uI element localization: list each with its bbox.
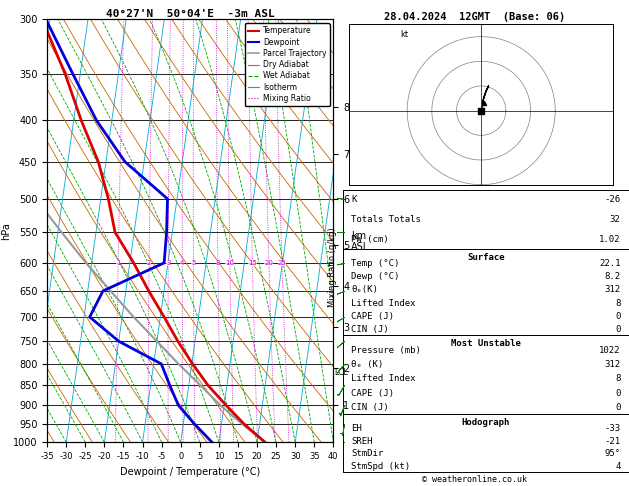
Text: 312: 312 xyxy=(604,360,620,369)
Text: StmSpd (kt): StmSpd (kt) xyxy=(352,462,411,471)
Text: 4: 4 xyxy=(180,260,184,266)
Text: 4: 4 xyxy=(615,462,620,471)
Text: CIN (J): CIN (J) xyxy=(352,403,389,412)
Text: CIN (J): CIN (J) xyxy=(352,325,389,334)
Title: 40°27'N  50°04'E  -3m ASL: 40°27'N 50°04'E -3m ASL xyxy=(106,9,275,18)
Text: 22.1: 22.1 xyxy=(599,259,620,268)
Text: 8: 8 xyxy=(615,374,620,383)
Text: θₑ(K): θₑ(K) xyxy=(352,285,378,295)
Text: CAPE (J): CAPE (J) xyxy=(352,389,394,398)
Text: 10: 10 xyxy=(225,260,235,266)
Text: 0: 0 xyxy=(615,389,620,398)
Text: θₑ (K): θₑ (K) xyxy=(352,360,384,369)
Text: 3: 3 xyxy=(166,260,170,266)
Text: Temp (°C): Temp (°C) xyxy=(352,259,400,268)
Text: 2: 2 xyxy=(147,260,151,266)
Text: 25: 25 xyxy=(277,260,286,266)
Text: 1022: 1022 xyxy=(599,346,620,355)
Text: 95°: 95° xyxy=(604,450,620,458)
Text: -26: -26 xyxy=(604,195,620,204)
Text: 32: 32 xyxy=(610,215,620,224)
Text: LCL: LCL xyxy=(335,368,348,377)
Text: 15: 15 xyxy=(248,260,257,266)
Text: Lifted Index: Lifted Index xyxy=(352,374,416,383)
Text: 20: 20 xyxy=(264,260,274,266)
X-axis label: Dewpoint / Temperature (°C): Dewpoint / Temperature (°C) xyxy=(120,467,260,477)
Text: 5: 5 xyxy=(191,260,196,266)
Text: Totals Totals: Totals Totals xyxy=(352,215,421,224)
Text: kt: kt xyxy=(400,30,408,38)
Text: K: K xyxy=(352,195,357,204)
Text: Mixing Ratio (g/kg): Mixing Ratio (g/kg) xyxy=(328,227,337,307)
Text: 0: 0 xyxy=(615,312,620,321)
Legend: Temperature, Dewpoint, Parcel Trajectory, Dry Adiabat, Wet Adiabat, Isotherm, Mi: Temperature, Dewpoint, Parcel Trajectory… xyxy=(245,23,330,106)
Text: Dewp (°C): Dewp (°C) xyxy=(352,272,400,281)
Text: -21: -21 xyxy=(604,436,620,446)
Text: Lifted Index: Lifted Index xyxy=(352,298,416,308)
Text: PW (cm): PW (cm) xyxy=(352,235,389,244)
Text: 8.2: 8.2 xyxy=(604,272,620,281)
Text: Most Unstable: Most Unstable xyxy=(451,339,521,348)
Text: 312: 312 xyxy=(604,285,620,295)
Text: Surface: Surface xyxy=(467,253,504,262)
Text: -33: -33 xyxy=(604,424,620,433)
Text: 8: 8 xyxy=(216,260,220,266)
Text: 8: 8 xyxy=(615,298,620,308)
Text: StmDir: StmDir xyxy=(352,450,384,458)
Text: CAPE (J): CAPE (J) xyxy=(352,312,394,321)
Text: Pressure (mb): Pressure (mb) xyxy=(352,346,421,355)
Text: SREH: SREH xyxy=(352,436,373,446)
Text: 0: 0 xyxy=(615,325,620,334)
Y-axis label: hPa: hPa xyxy=(1,222,11,240)
Text: EH: EH xyxy=(352,424,362,433)
Y-axis label: km
ASL: km ASL xyxy=(351,231,369,252)
Text: 1: 1 xyxy=(116,260,120,266)
Text: © weatheronline.co.uk: © weatheronline.co.uk xyxy=(423,474,527,484)
Text: 0: 0 xyxy=(615,403,620,412)
Text: 28.04.2024  12GMT  (Base: 06): 28.04.2024 12GMT (Base: 06) xyxy=(384,12,565,22)
Text: 1.02: 1.02 xyxy=(599,235,620,244)
Text: Hodograph: Hodograph xyxy=(462,417,510,427)
